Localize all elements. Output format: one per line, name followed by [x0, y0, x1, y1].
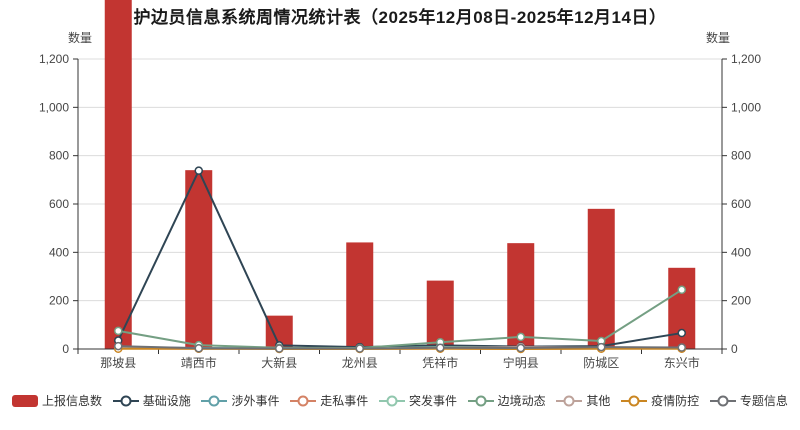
x-category-label: 宁明县 [503, 355, 539, 370]
y-tick-label-right: 600 [731, 197, 751, 211]
line-专题信息 [118, 345, 682, 350]
x-category-label: 防城区 [583, 355, 619, 370]
y-tick-label-right: 1,000 [731, 100, 761, 114]
legend-item-4[interactable]: 走私事件 [290, 392, 368, 409]
legend-label: 边境动态 [497, 394, 546, 408]
bar-靖西市[interactable] [185, 170, 213, 349]
marker-专题信息-东兴市 [677, 343, 686, 352]
marker-专题信息-大新县 [275, 344, 284, 353]
legend-item-2[interactable]: 基础设施 [112, 392, 191, 409]
legend-item-8[interactable]: 疫情防控 [621, 392, 699, 409]
y-axis-name-right: 数量 [706, 30, 730, 45]
y-tick-label-right: 1,200 [731, 52, 761, 66]
legend-label: 专题信息 [739, 394, 788, 408]
y-tick-label-right: 0 [731, 342, 738, 356]
chart-title: 护边员信息系统周情况统计表（2025年12月08日-2025年12月14日） [133, 8, 667, 27]
y-tick-label-left: 600 [49, 197, 69, 211]
marker-基础设施-靖西市 [194, 166, 203, 175]
legend-label: 突发事件 [408, 394, 457, 408]
bar-凭祥市[interactable] [426, 280, 454, 349]
y-tick-label-right: 800 [731, 149, 751, 163]
y-tick-label-left: 1,200 [39, 52, 69, 66]
legend-line-marker-icon [378, 395, 405, 406]
legend-item-5[interactable]: 突发事件 [378, 392, 457, 409]
x-category-label: 东兴市 [664, 355, 700, 370]
marker-边境动态-那坡县 [114, 326, 123, 336]
legend-item-1[interactable]: 上报信息数 [12, 392, 102, 409]
x-category-label: 凭祥市 [422, 355, 458, 370]
y-tick-label-left: 200 [49, 294, 69, 308]
bar-宁明县[interactable] [507, 243, 535, 349]
legend-line-marker-icon [621, 395, 648, 406]
legend-line-marker-icon [201, 395, 228, 406]
marker-基础设施-东兴市 [677, 328, 686, 338]
marker-边境动态-东兴市 [677, 285, 686, 295]
legend: 上报信息数 基础设施 涉外事件 走私事件 突发事件 边境动态 其他 疫情防控 专题信息 [12, 392, 788, 409]
legend-item-7[interactable]: 其他 [556, 392, 610, 409]
marker-专题信息-宁明县 [516, 343, 525, 353]
marker-专题信息-龙州县 [355, 344, 364, 353]
line-边境动态 [118, 288, 683, 350]
y-tick-label-left: 800 [49, 149, 69, 163]
marker-专题信息-防城区 [597, 342, 606, 352]
legend-item-6[interactable]: 边境动态 [467, 392, 546, 409]
legend-label: 涉外事件 [231, 394, 280, 408]
legend-line-marker-icon [112, 395, 139, 406]
bar-龙州县[interactable] [346, 242, 374, 349]
y-tick-label-left: 1,000 [39, 100, 69, 114]
y-tick-label-right: 200 [731, 294, 751, 308]
marker-专题信息-靖西市 [194, 344, 203, 353]
marker-专题信息-那坡县 [114, 341, 123, 351]
legend-bar-swatch-icon [12, 394, 38, 407]
x-category-label: 龙州县 [342, 356, 378, 370]
legend-label: 走私事件 [320, 394, 369, 408]
legend-line-marker-icon [290, 395, 317, 406]
y-tick-label-left: 0 [62, 342, 69, 356]
y-axis-name-left: 数量 [68, 30, 92, 45]
legend-label: 上报信息数 [42, 394, 103, 408]
x-category-label: 靖西市 [181, 355, 217, 370]
bar-防城区[interactable] [587, 208, 615, 349]
legend-item-3[interactable]: 涉外事件 [201, 392, 279, 409]
x-category-label: 那坡县 [100, 356, 136, 370]
legend-item-9[interactable]: 专题信息 [709, 392, 788, 409]
legend-label: 其他 [586, 394, 611, 408]
marker-边境动态-宁明县 [516, 332, 525, 342]
bar-那坡县[interactable] [104, 0, 132, 349]
legend-label: 疫情防控 [651, 394, 700, 408]
y-tick-label-right: 400 [731, 245, 751, 259]
line-基础设施 [117, 169, 682, 349]
legend-line-marker-icon [467, 395, 494, 406]
legend-label: 基础设施 [142, 394, 191, 408]
legend-line-marker-icon [556, 395, 583, 406]
y-tick-label-left: 400 [49, 245, 69, 259]
legend-line-marker-icon [709, 395, 736, 406]
x-category-label: 大新县 [261, 355, 297, 370]
marker-专题信息-凭祥市 [436, 343, 445, 353]
